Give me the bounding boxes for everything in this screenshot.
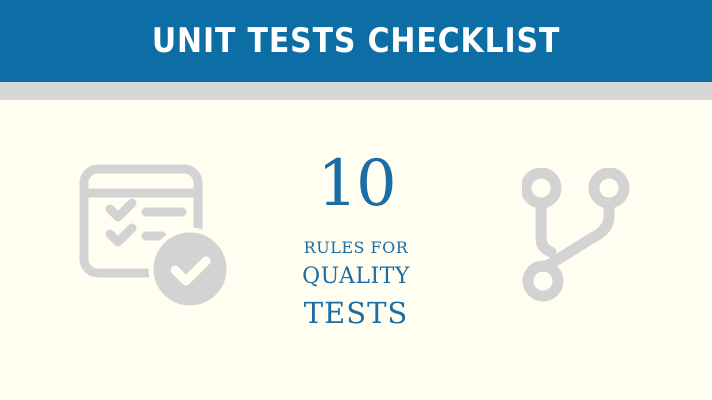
checklist-window-icon bbox=[79, 164, 230, 310]
quality-label: QUALITY bbox=[302, 264, 410, 289]
tests-label: TESTS bbox=[303, 296, 409, 330]
content-area bbox=[0, 100, 712, 400]
git-branch-icon bbox=[522, 168, 630, 302]
rules-count: 10 bbox=[317, 147, 396, 221]
rules-label: RULES FOR bbox=[303, 238, 409, 257]
page-title: UNIT TESTS CHECKLIST bbox=[151, 21, 561, 61]
divider-band bbox=[0, 82, 712, 100]
header-banner: UNIT TESTS CHECKLIST bbox=[0, 0, 712, 82]
rules-summary: 10 RULES FOR QUALITY TESTS bbox=[258, 148, 454, 330]
